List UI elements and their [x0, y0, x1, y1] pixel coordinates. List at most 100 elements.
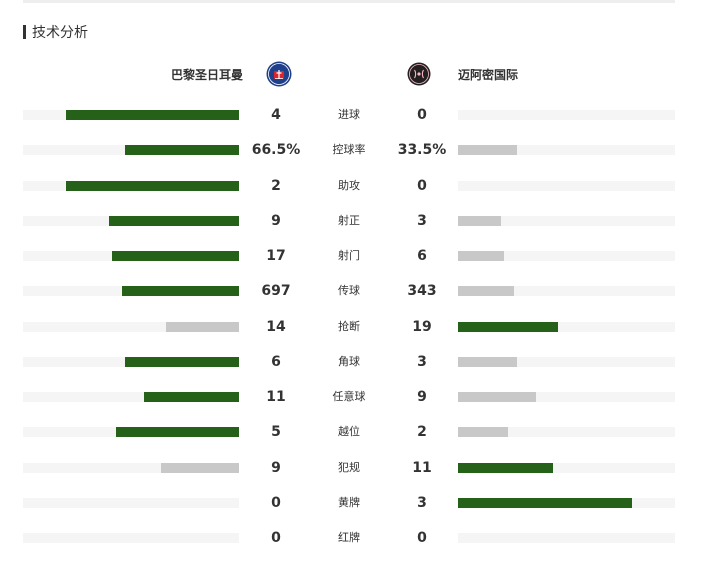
away-bar-track: [458, 181, 675, 191]
stat-label: 进球: [338, 108, 360, 121]
away-value: 9: [417, 389, 427, 405]
home-bar-track: [23, 463, 239, 473]
stat-label: 抢断: [338, 320, 360, 333]
home-bar-fill: [66, 110, 239, 120]
home-bar-fill: [66, 181, 239, 191]
stat-row: 0 红牌 0: [0, 528, 713, 548]
home-bar-fill: [109, 216, 239, 226]
away-bar-track: [458, 322, 675, 332]
stat-row: 14 抢断 19: [0, 317, 713, 337]
stat-row: 17 射门 6: [0, 246, 713, 266]
stat-row: 2 助攻 0: [0, 176, 713, 196]
home-value: 11: [266, 389, 286, 405]
stat-label: 越位: [338, 425, 360, 438]
stat-label: 角球: [338, 355, 360, 368]
away-bar-track: [458, 145, 675, 155]
away-value: 6: [417, 248, 427, 264]
away-team-name[interactable]: 迈阿密国际: [458, 67, 519, 82]
home-bar-fill: [112, 251, 239, 261]
section-header: 技术分析: [23, 23, 88, 41]
away-value: 3: [417, 495, 427, 511]
stat-label: 红牌: [338, 531, 360, 544]
inter-miami-crest-icon[interactable]: [407, 62, 431, 86]
home-value: 697: [261, 283, 291, 299]
home-value: 9: [271, 213, 281, 229]
away-value: 0: [417, 107, 427, 123]
home-bar-track: [23, 181, 239, 191]
away-team[interactable]: 迈阿密国际: [458, 62, 518, 86]
home-value: 5: [271, 424, 281, 440]
home-bar-track: [23, 322, 239, 332]
home-team-name[interactable]: 巴黎圣日耳曼: [170, 67, 243, 82]
home-bar-fill: [125, 357, 239, 367]
home-bar-track: [23, 498, 239, 508]
home-value: 0: [271, 530, 281, 546]
away-value: 19: [412, 319, 432, 335]
home-bar-fill: [161, 463, 239, 473]
away-bar-fill: [458, 251, 504, 261]
top-divider: [23, 0, 675, 3]
stat-label: 黄牌: [338, 496, 360, 509]
away-value: 3: [417, 354, 427, 370]
stat-row: 5 越位 2: [0, 422, 713, 442]
home-value: 0: [271, 495, 281, 511]
away-bar-fill: [458, 322, 558, 332]
home-value: 4: [271, 107, 281, 123]
home-bar-track: [23, 533, 239, 543]
away-bar-fill: [458, 463, 553, 473]
home-bar-fill: [116, 427, 239, 437]
stat-row: 4 进球 0: [0, 105, 713, 125]
away-bar-track: [458, 357, 675, 367]
home-bar-track: [23, 110, 239, 120]
away-value: 3: [417, 213, 427, 229]
home-bar-fill: [166, 322, 239, 332]
stat-row: 66.5% 控球率 33.5%: [0, 140, 713, 160]
away-bar-fill: [458, 392, 536, 402]
away-bar-fill: [458, 216, 501, 226]
away-bar-track: [458, 110, 675, 120]
away-value: 343: [407, 283, 437, 299]
home-value: 14: [266, 319, 286, 335]
home-value: 6: [271, 354, 281, 370]
stat-label: 犯规: [338, 461, 360, 474]
section-title-bar: [23, 25, 26, 39]
home-value: 9: [271, 460, 281, 476]
stat-row: 9 射正 3: [0, 211, 713, 231]
stat-row: 11 任意球 9: [0, 387, 713, 407]
away-bar-fill: [458, 357, 517, 367]
psg-crest-icon[interactable]: [266, 61, 292, 87]
away-bar-track: [458, 392, 675, 402]
stat-row: 9 犯规 11: [0, 458, 713, 478]
away-value: 0: [417, 178, 427, 194]
home-bar-track: [23, 251, 239, 261]
home-team[interactable]: 巴黎圣日耳曼: [171, 62, 243, 86]
away-bar-fill: [458, 286, 514, 296]
away-bar-fill: [458, 498, 632, 508]
stat-label: 控球率: [332, 143, 366, 156]
home-value: 17: [266, 248, 286, 264]
stat-label: 助攻: [338, 179, 360, 192]
away-bar-track: [458, 286, 675, 296]
stat-row: 697 传球 343: [0, 281, 713, 301]
stat-label: 射门: [338, 249, 360, 262]
section-title: 技术分析: [32, 25, 88, 41]
away-value: 11: [412, 460, 432, 476]
home-bar-track: [23, 357, 239, 367]
home-bar-track: [23, 392, 239, 402]
stat-label: 传球: [338, 284, 360, 297]
away-bar-track: [458, 427, 675, 437]
home-bar-fill: [125, 145, 239, 155]
home-bar-track: [23, 427, 239, 437]
stat-label: 任意球: [332, 390, 366, 403]
away-bar-track: [458, 533, 675, 543]
home-value: 66.5%: [251, 142, 301, 158]
home-bar-track: [23, 216, 239, 226]
away-bar-track: [458, 251, 675, 261]
away-bar-fill: [458, 145, 517, 155]
away-value: 2: [417, 424, 427, 440]
stat-row: 0 黄牌 3: [0, 493, 713, 513]
away-bar-track: [458, 216, 675, 226]
away-bar-track: [458, 498, 675, 508]
home-bar-track: [23, 286, 239, 296]
away-value: 0: [417, 530, 427, 546]
